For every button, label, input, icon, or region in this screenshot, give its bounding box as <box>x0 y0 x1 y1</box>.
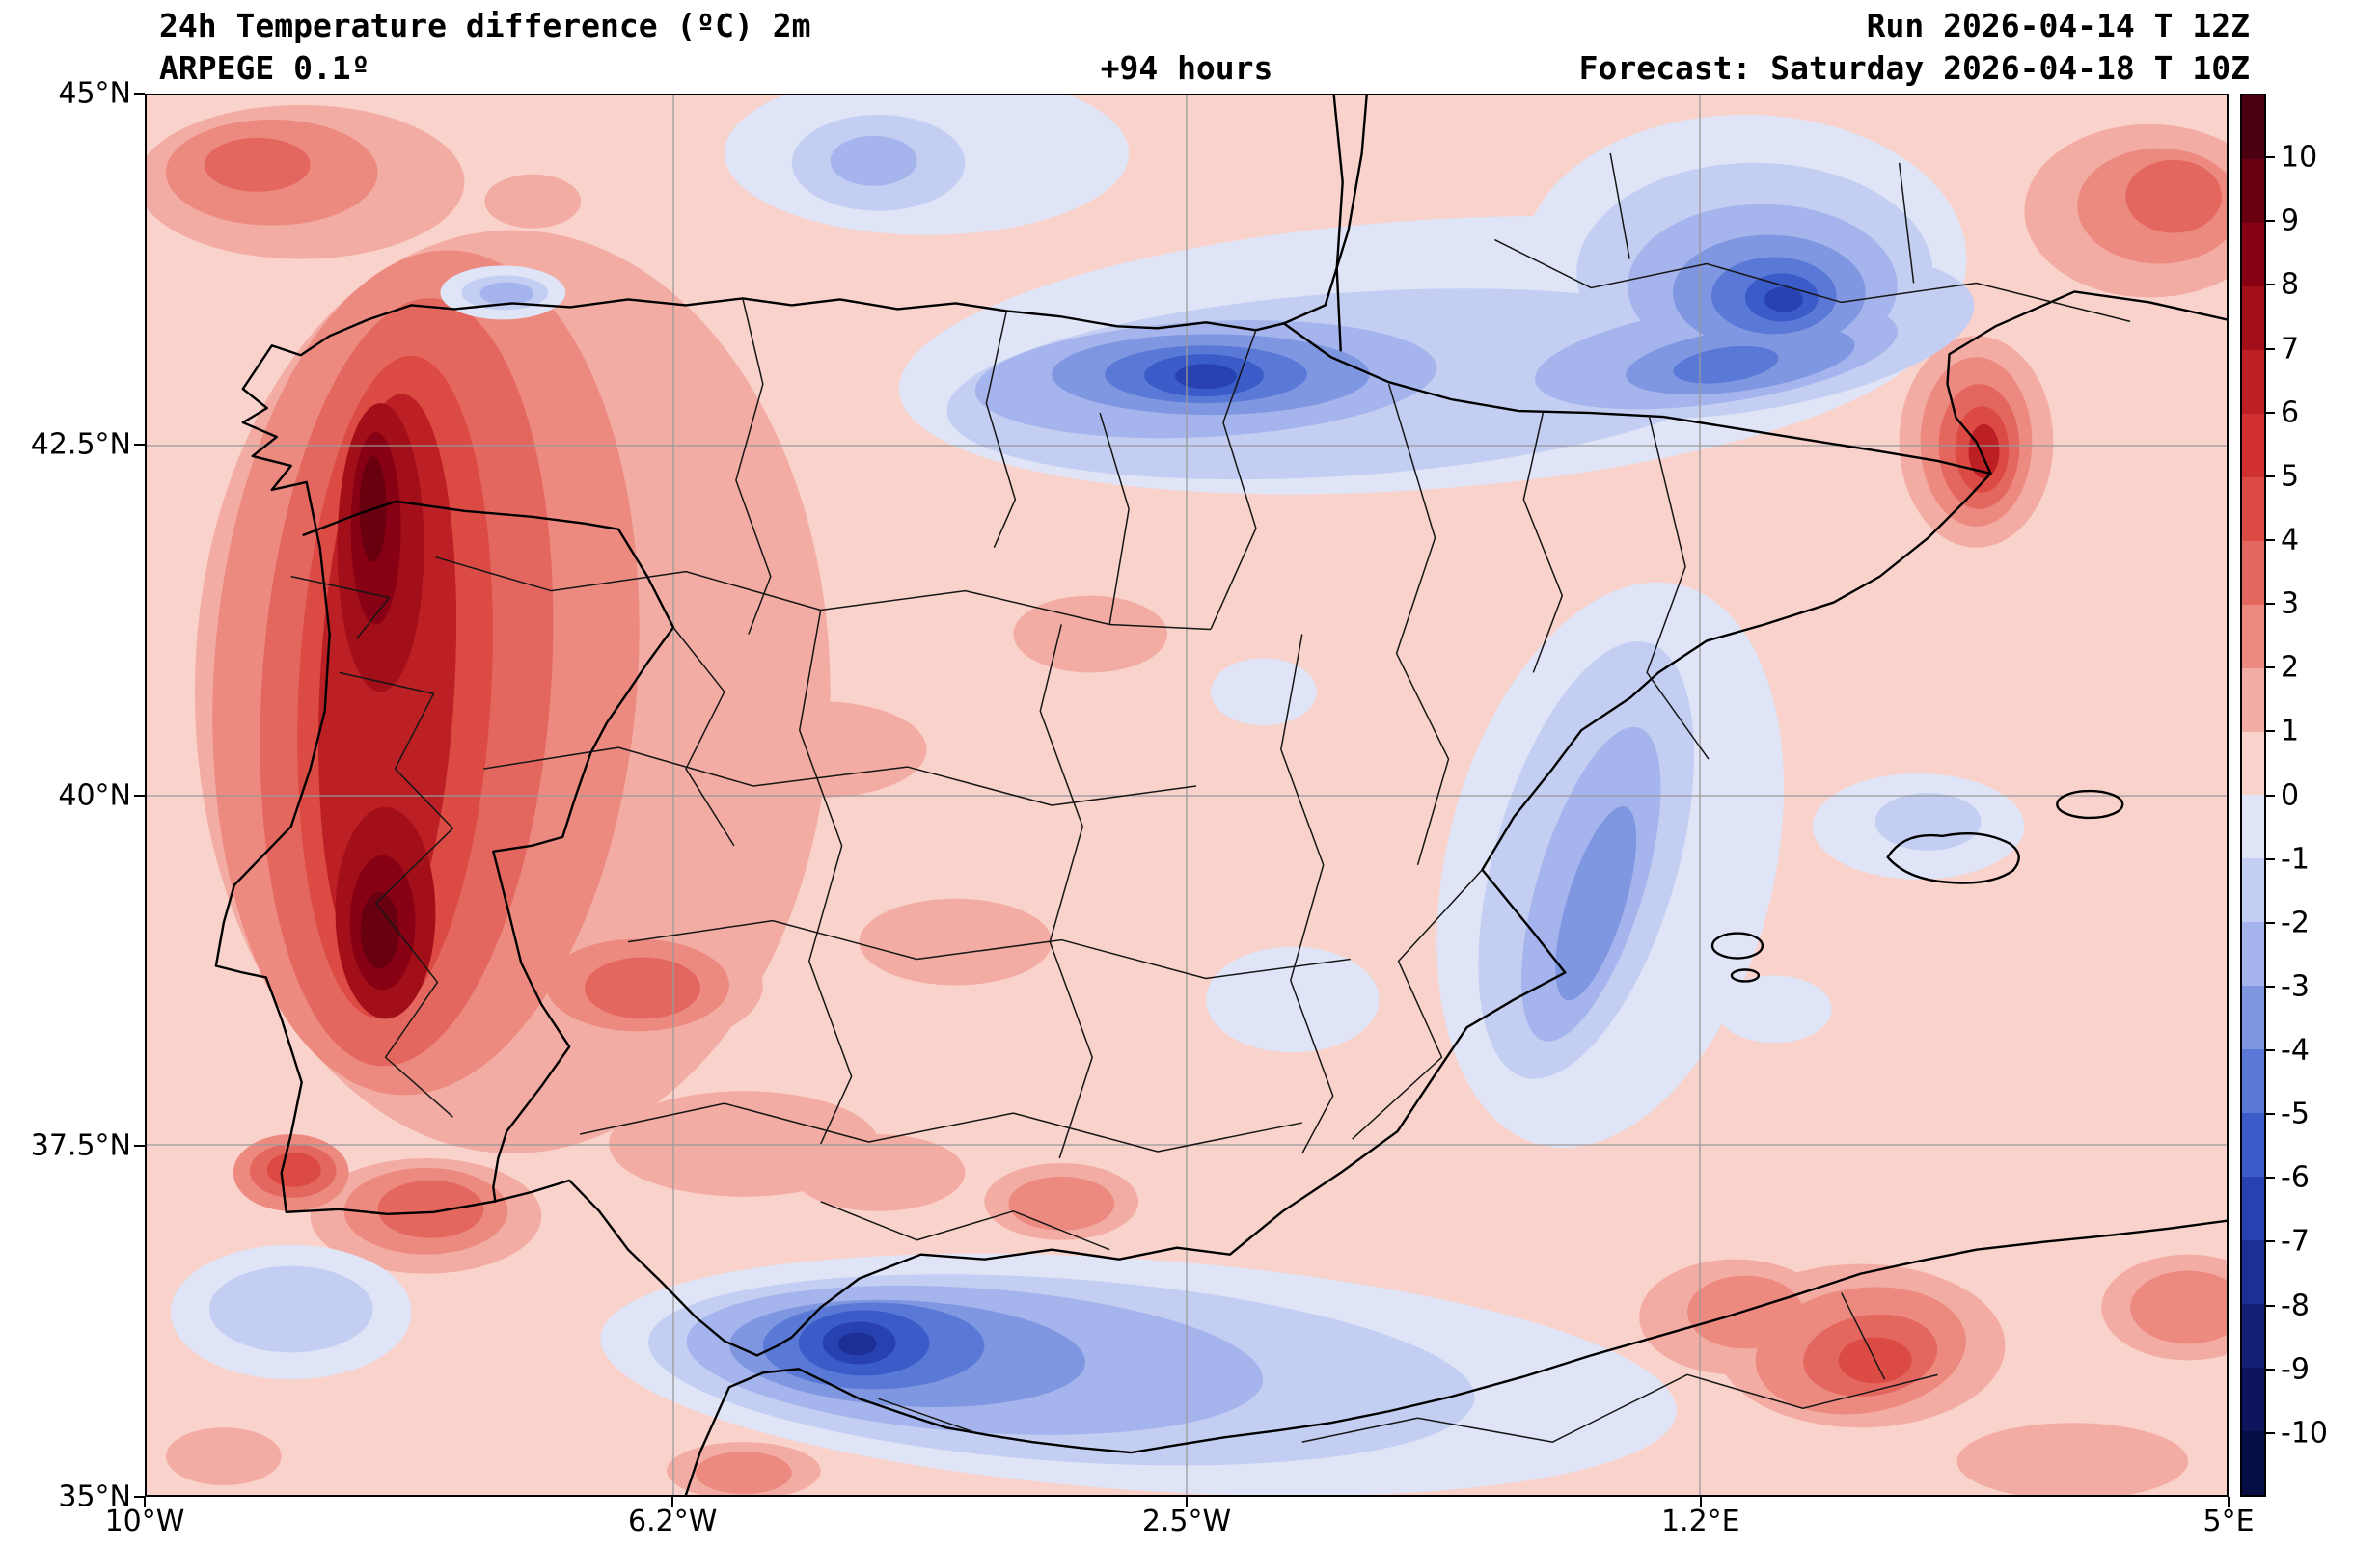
colorbar-segment <box>2242 222 2264 286</box>
colorbar-tick-mark <box>2266 347 2275 350</box>
colorbar-tick-mark <box>2266 730 2275 733</box>
y-tick-mark <box>134 1496 145 1498</box>
y-tick-mark <box>134 443 145 446</box>
colorbar-segment <box>2242 1240 2264 1305</box>
y-tick-label: 45°N <box>58 76 131 111</box>
colorbar-tick-mark <box>2266 666 2275 669</box>
colorbar-segment <box>2242 667 2264 732</box>
colorbar-tick-mark <box>2266 220 2275 223</box>
y-tick-mark <box>134 93 145 95</box>
colorbar-tick-mark <box>2266 284 2275 286</box>
colorbar-tick-mark <box>2266 1240 2275 1243</box>
colorbar-tick-label: 9 <box>2281 204 2300 238</box>
colorbar-segment <box>2242 604 2264 668</box>
colorbar-tick-mark <box>2266 603 2275 606</box>
map-canvas <box>147 95 2227 1495</box>
forecast-label: Forecast: Saturday 2026-04-18 T 10Z <box>1578 49 2250 87</box>
colorbar-tick-label: 8 <box>2281 267 2300 302</box>
colorbar-tick-mark <box>2266 1431 2275 1434</box>
colorbar-tick-label: -3 <box>2281 969 2310 1004</box>
colorbar-tick-label: -1 <box>2281 842 2310 877</box>
colorbar-tick-label: -10 <box>2281 1416 2328 1451</box>
map-plot-area <box>145 94 2229 1497</box>
colorbar-tick-mark <box>2266 1177 2275 1180</box>
colorbar-segment <box>2242 1431 2264 1495</box>
colorbar-tick-label: -8 <box>2281 1289 2310 1323</box>
y-tick-mark <box>134 794 145 797</box>
colorbar-tick-label: 4 <box>2281 523 2300 557</box>
x-tick-mark <box>1186 1497 1188 1507</box>
colorbar-tick-mark <box>2266 475 2275 477</box>
colorbar-tick-label: -2 <box>2281 906 2310 940</box>
y-tick-label: 35°N <box>58 1479 131 1514</box>
y-tick-label: 42.5°N <box>30 427 131 462</box>
colorbar-tick-label: -7 <box>2281 1224 2310 1259</box>
colorbar-segment <box>2242 1113 2264 1178</box>
colorbar-segment <box>2242 540 2264 605</box>
colorbar-segment <box>2242 922 2264 987</box>
x-tick-label: 10°W <box>104 1505 185 1538</box>
colorbar-tick-label: 5 <box>2281 459 2300 494</box>
colorbar-segment <box>2242 1304 2264 1369</box>
x-tick-label: 6.2°W <box>628 1505 718 1538</box>
colorbar-tick-mark <box>2266 1368 2275 1371</box>
colorbar-tick-label: -4 <box>2281 1033 2310 1068</box>
chart-title: 24h Temperature difference (ºC) 2m <box>159 7 811 44</box>
colorbar-tick-label: 10 <box>2281 140 2318 175</box>
colorbar-tick-label: 0 <box>2281 778 2300 812</box>
colorbar-tick-label: 7 <box>2281 332 2300 366</box>
colorbar-tick-mark <box>2266 1113 2275 1116</box>
x-tick-mark <box>2228 1497 2230 1507</box>
colorbar-tick-label: 1 <box>2281 714 2300 748</box>
coastline-borders <box>214 95 2227 1495</box>
map-gridlines <box>147 95 2227 1495</box>
colorbar-tick-mark <box>2266 538 2275 541</box>
lead-time-label: +94 hours <box>1100 49 1273 87</box>
colorbar-tick-label: 6 <box>2281 395 2300 430</box>
colorbar-segment <box>2242 158 2264 223</box>
colorbar-segment <box>2242 285 2264 350</box>
colorbar-segment <box>2242 349 2264 414</box>
x-tick-label: 5°E <box>2202 1505 2255 1538</box>
colorbar-tick-mark <box>2266 857 2275 860</box>
colorbar-tick-label: 2 <box>2281 650 2300 685</box>
y-tick-label: 40°N <box>58 778 131 812</box>
colorbar-tick-label: -6 <box>2281 1160 2310 1195</box>
colorbar-tick-mark <box>2266 411 2275 414</box>
colorbar-segment <box>2242 795 2264 859</box>
colorbar-segment <box>2242 95 2264 159</box>
x-tick-label: 1.2°E <box>1660 1505 1740 1538</box>
colorbar <box>2240 94 2266 1497</box>
model-label: ARPEGE 0.1º <box>159 49 370 87</box>
colorbar-segment <box>2242 1049 2264 1114</box>
colorbar-tick-mark <box>2266 921 2275 924</box>
y-tick-mark <box>134 1145 145 1148</box>
colorbar-tick-label: -9 <box>2281 1352 2310 1387</box>
colorbar-tick-label: -5 <box>2281 1097 2310 1131</box>
x-tick-label: 2.5°W <box>1141 1505 1232 1538</box>
admin-boundaries <box>290 152 2131 1443</box>
x-tick-mark <box>1699 1497 1702 1507</box>
colorbar-segment <box>2242 1177 2264 1241</box>
run-label: Run 2026-04-14 T 12Z <box>1866 7 2250 44</box>
colorbar-segment <box>2242 413 2264 477</box>
x-tick-mark <box>671 1497 674 1507</box>
colorbar-tick-label: 3 <box>2281 586 2300 621</box>
colorbar-segment <box>2242 476 2264 541</box>
colorbar-segment <box>2242 1368 2264 1432</box>
colorbar-tick-mark <box>2266 794 2275 797</box>
colorbar-segment <box>2242 858 2264 923</box>
colorbar-tick-mark <box>2266 1049 2275 1052</box>
x-tick-mark <box>144 1497 146 1507</box>
y-tick-label: 37.5°N <box>30 1128 131 1163</box>
colorbar-segment <box>2242 731 2264 796</box>
colorbar-tick-mark <box>2266 156 2275 159</box>
colorbar-tick-mark <box>2266 985 2275 988</box>
colorbar-tick-mark <box>2266 1304 2275 1307</box>
colorbar-segment <box>2242 986 2264 1050</box>
